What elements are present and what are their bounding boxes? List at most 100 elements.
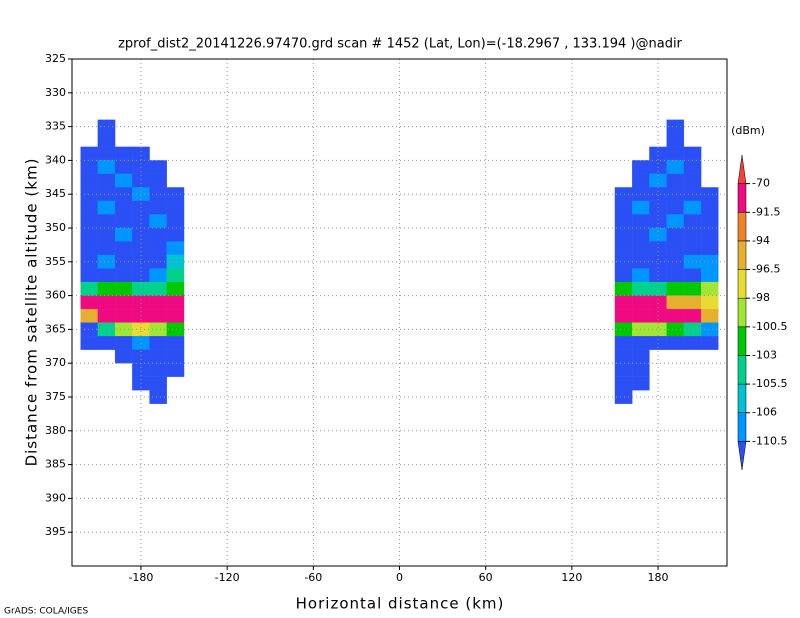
heat-cell — [632, 349, 650, 364]
heat-cell — [114, 268, 133, 283]
heat-cell — [149, 281, 167, 296]
heat-cell — [97, 281, 116, 296]
heat-cell — [97, 295, 116, 310]
heat-cell — [666, 281, 685, 296]
heat-cell — [700, 281, 719, 296]
heat-cell — [97, 146, 116, 161]
heat-cell — [614, 241, 633, 256]
heat-cell — [614, 336, 633, 350]
heat-cell — [80, 308, 99, 323]
heat-cell — [683, 268, 702, 283]
heat-cell — [114, 254, 133, 269]
y-tick-label: 350 — [45, 221, 66, 234]
heat-cell — [149, 349, 167, 364]
y-axis-label: Distance from satellite altitude (km) — [23, 158, 41, 467]
heat-cell — [114, 173, 133, 188]
colorbar-label: (dBm) — [731, 124, 765, 137]
heat-cell — [80, 322, 99, 337]
heat-cell — [700, 241, 719, 256]
heat-cell — [114, 349, 133, 364]
colorbar-tick-label: -98 — [752, 291, 770, 304]
heat-cell — [149, 200, 167, 215]
heat-cell — [80, 241, 99, 256]
heat-cell — [683, 281, 702, 296]
heat-cell — [97, 133, 116, 148]
y-tick-label: 390 — [45, 491, 66, 504]
heat-cell — [683, 214, 702, 229]
chart-title: zprof_dist2_20141226.97470.grd scan # 14… — [118, 37, 682, 52]
colorbar-segment — [737, 355, 747, 385]
colorbar-tick-label: -105.5 — [752, 377, 787, 390]
heat-cell — [666, 173, 685, 188]
y-tick-label: 375 — [45, 390, 66, 403]
heat-cell — [114, 241, 133, 256]
heat-cell — [97, 268, 116, 283]
colorbar-segment — [737, 326, 747, 356]
heat-cell — [700, 200, 719, 215]
heat-cell — [166, 363, 185, 377]
heat-cell — [80, 173, 99, 188]
y-tick-label: 370 — [45, 356, 66, 369]
heat-cell — [666, 241, 685, 256]
footer: GrADS: COLA/IGES — [4, 607, 88, 617]
heat-cell — [632, 281, 650, 296]
heat-cell — [614, 376, 633, 391]
heat-cell — [80, 160, 99, 175]
heat-cell — [166, 214, 185, 229]
heat-cell — [114, 214, 133, 229]
heat-cell — [614, 227, 633, 242]
heat-cell — [80, 268, 99, 283]
heat-cell — [614, 200, 633, 215]
colorbar-segment — [737, 383, 747, 413]
heat-cell — [666, 214, 685, 229]
heat-cell — [80, 227, 99, 242]
heat-cell — [632, 308, 650, 323]
colorbar-segment — [737, 269, 747, 299]
heat-cell — [80, 214, 99, 229]
heat-cell — [166, 281, 185, 296]
heat-cell — [666, 227, 685, 242]
heat-cell — [114, 322, 133, 337]
heat-cell — [114, 295, 133, 310]
heat-cell — [166, 349, 185, 364]
heat-cell — [80, 295, 99, 310]
heat-cell — [149, 363, 167, 377]
colorbar-tick-label: -91.5 — [752, 205, 780, 218]
y-tick-label: 325 — [45, 52, 66, 65]
heat-cell — [97, 160, 116, 175]
colorbar-triangle — [737, 154, 747, 184]
x-tick-label: 180 — [648, 571, 669, 584]
heat-cell — [666, 160, 685, 175]
heat-cell — [666, 268, 685, 283]
heat-cell — [114, 187, 133, 202]
heat-cell — [632, 173, 650, 188]
heat-cell — [614, 281, 633, 296]
colorbar-segment — [737, 240, 747, 270]
colorbar-tick-label: -94 — [752, 234, 770, 247]
heat-cell — [80, 187, 99, 202]
y-tick-label: 340 — [45, 153, 66, 166]
heat-cell — [614, 363, 633, 377]
heat-cell — [683, 336, 702, 350]
heat-cell — [166, 308, 185, 323]
heat-cell — [614, 254, 633, 269]
colorbar-tick-label: -96.5 — [752, 263, 780, 276]
heat-cell — [632, 295, 650, 310]
heat-cell — [683, 200, 702, 215]
heat-cell — [166, 336, 185, 350]
heat-cell — [683, 227, 702, 242]
heat-cell — [666, 146, 685, 161]
heat-cell — [700, 254, 719, 269]
heat-cell — [700, 322, 719, 337]
heat-cell — [149, 376, 167, 391]
heat-cell — [700, 308, 719, 323]
heat-cell — [683, 241, 702, 256]
heat-cell — [149, 268, 167, 283]
y-tick-label: 330 — [45, 86, 66, 99]
x-tick-label: -60 — [304, 571, 322, 584]
heat-cell — [666, 187, 685, 202]
heat-cell — [666, 308, 685, 323]
heat-cell — [666, 322, 685, 337]
heat-cell — [649, 146, 667, 161]
x-tick-label: 120 — [561, 571, 582, 584]
